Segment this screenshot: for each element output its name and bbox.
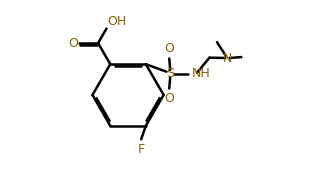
Text: O: O bbox=[69, 37, 78, 50]
Text: O: O bbox=[164, 92, 174, 105]
Text: F: F bbox=[138, 143, 145, 156]
Text: NH: NH bbox=[192, 67, 211, 80]
Text: O: O bbox=[164, 42, 174, 55]
Text: N: N bbox=[222, 51, 232, 65]
Text: OH: OH bbox=[108, 15, 127, 28]
Text: S: S bbox=[166, 67, 174, 80]
